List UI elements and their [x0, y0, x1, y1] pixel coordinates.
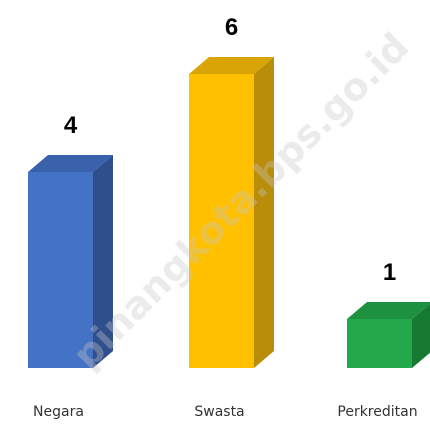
bar-top: [347, 302, 430, 319]
x-tick-label: Perkreditan: [337, 404, 417, 420]
bar-top: [28, 155, 113, 172]
bar-side: [93, 155, 113, 368]
data-label: 4: [64, 112, 78, 139]
bar: [189, 74, 254, 368]
bar-side: [412, 303, 430, 368]
bar-top: [189, 57, 274, 74]
bar-side: [254, 57, 274, 368]
x-tick-label: Swasta: [194, 404, 244, 420]
data-label: 6: [225, 14, 238, 41]
bar: [347, 319, 412, 368]
bar: [28, 172, 93, 368]
x-tick-label: Negara: [33, 404, 84, 420]
data-label: 1: [383, 259, 396, 286]
